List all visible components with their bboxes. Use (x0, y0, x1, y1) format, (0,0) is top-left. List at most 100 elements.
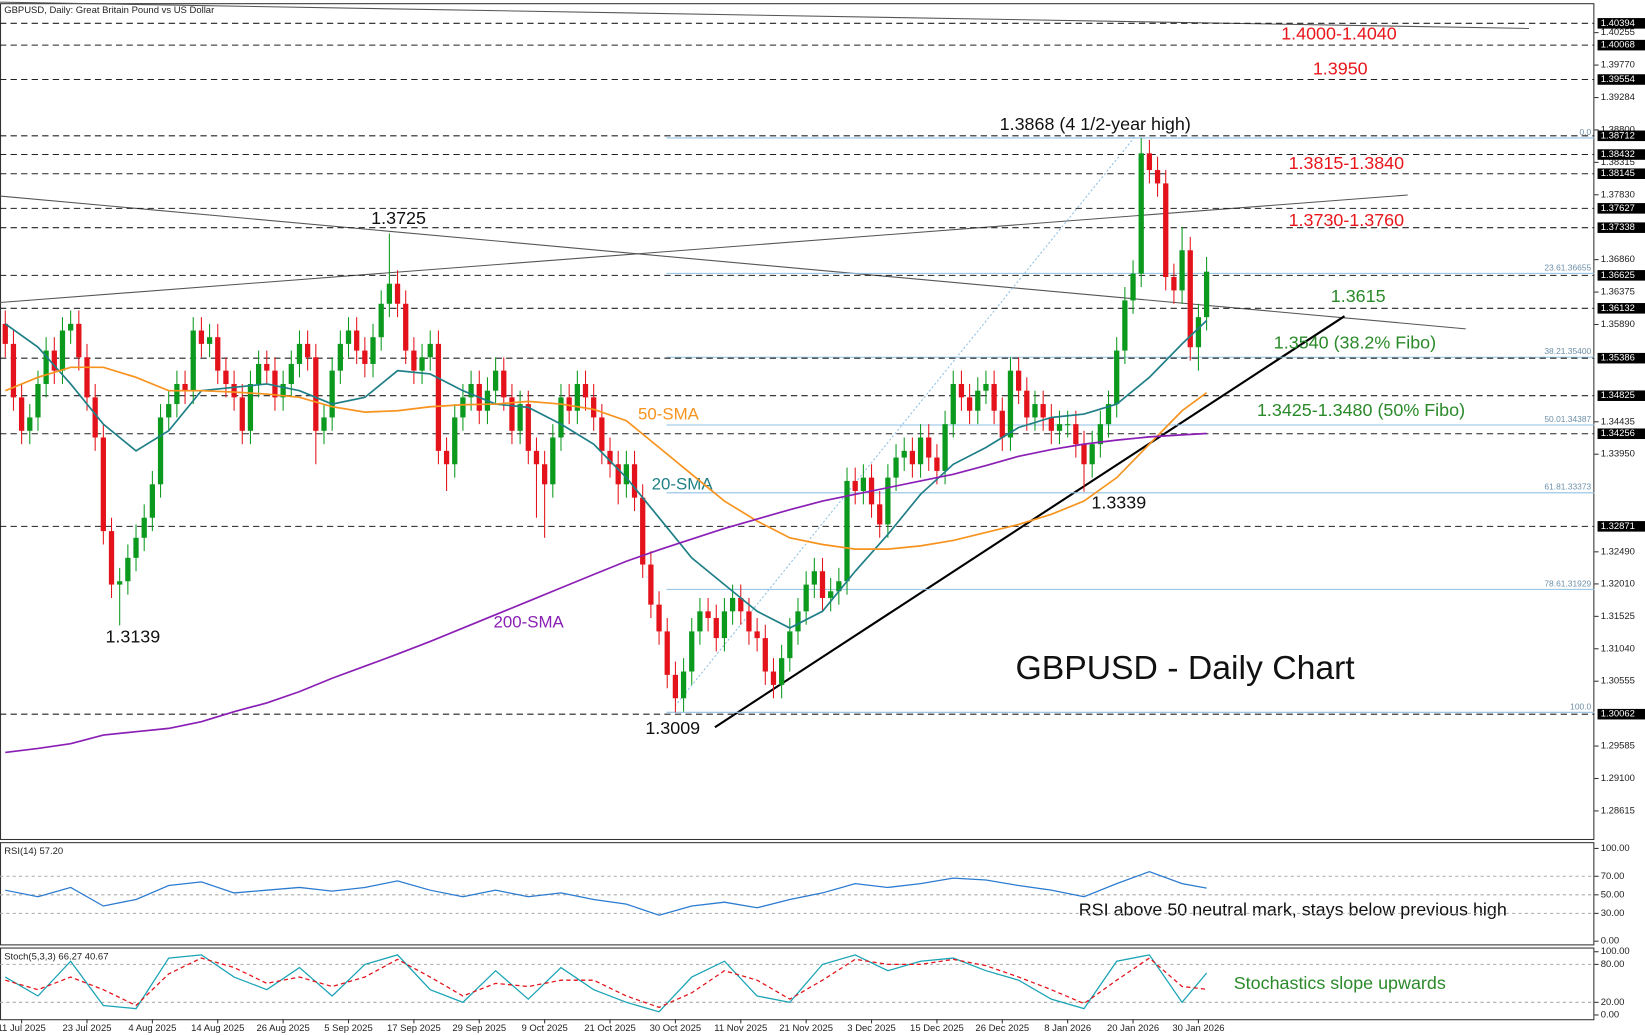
x-tick-label: 21 Oct 2025 (584, 1023, 636, 1034)
y-tick-label: 1.28615 (1601, 805, 1635, 816)
candle-body (1032, 404, 1038, 418)
x-tick-label: 30 Oct 2025 (650, 1023, 702, 1034)
candle-body (893, 457, 899, 478)
x-tick-label: 21 Nov 2025 (779, 1023, 833, 1034)
candle-body (76, 323, 82, 358)
stoch-line (4, 954, 1208, 1013)
candle-body (18, 397, 25, 431)
rsi-line (5, 870, 1207, 916)
candle-body (288, 363, 294, 385)
sma-line (4, 366, 1208, 550)
candle-body (656, 604, 662, 632)
x-tick-label: 3 Dec 2025 (847, 1023, 895, 1034)
trendline (0, 194, 1408, 304)
candle-body (860, 477, 866, 491)
chart-header: GBPUSD, Daily: Great Britain Pound vs US… (4, 5, 214, 16)
y-tick-label: 1.37830 (1601, 189, 1635, 200)
candle-body (966, 397, 973, 411)
candle-body (983, 384, 989, 391)
candle-body (934, 457, 940, 471)
x-tick-label: 26 Aug 2025 (257, 1023, 310, 1034)
annotation: 1.3615 (1331, 286, 1386, 306)
candle-body (738, 597, 744, 612)
candle-body (166, 404, 172, 418)
candle-body (1114, 350, 1120, 405)
level-box (1597, 428, 1645, 440)
level-box (1597, 149, 1645, 160)
candle-body (787, 631, 793, 659)
fibo-label: 78.61.31929 (1544, 578, 1591, 588)
fibo-label: 23.61.36655 (1544, 262, 1591, 272)
stoch-header: Stoch(5,3,3) 66.27 40.67 (4, 952, 108, 963)
candle-body (844, 480, 850, 582)
candle-body (1097, 424, 1103, 445)
candle-body (223, 370, 229, 385)
candle-body (427, 343, 433, 358)
candle-body (378, 303, 384, 338)
candle-body (558, 397, 564, 438)
candle-body (141, 517, 147, 538)
candle-body (1179, 250, 1185, 291)
candle-body (59, 330, 66, 371)
candle-body (917, 437, 924, 465)
y-tick-label: 1.36860 (1601, 254, 1635, 265)
candle-body (999, 410, 1005, 438)
candle-body (1122, 300, 1128, 351)
candle-body (640, 497, 646, 565)
candle-body (460, 397, 466, 418)
candle-body (591, 397, 597, 418)
fibo-label: 61.81.33373 (1544, 482, 1591, 492)
candle-body (958, 384, 965, 398)
annotation: 1.3725 (371, 208, 426, 228)
level-label: 1.34825 (1601, 390, 1635, 401)
candle-body (1171, 277, 1177, 291)
y-tick-label: 100.00 (1601, 843, 1630, 854)
candle-body (607, 450, 613, 465)
level-label: 1.38712 (1601, 130, 1635, 141)
annotation: 1.3730-1.3760 (1289, 210, 1405, 230)
annotation: 1.3425-1.3480 (50% Fibo) (1257, 400, 1465, 420)
x-tick-label: 17 Sep 2025 (387, 1023, 441, 1034)
x-tick-label: 26 Dec 2025 (975, 1023, 1029, 1034)
candle-body (84, 357, 90, 398)
candle-body (108, 531, 115, 585)
candle-body (542, 464, 548, 485)
candle-body (762, 638, 768, 672)
candle-body (321, 417, 327, 431)
candle-body (149, 484, 156, 518)
x-tick-label: 8 Jan 2026 (1044, 1023, 1091, 1034)
candle-body (1048, 417, 1054, 431)
candle-body (1195, 317, 1202, 348)
candle-body (615, 464, 621, 485)
y-tick-label: 1.30555 (1601, 676, 1635, 687)
level-label: 1.39554 (1601, 74, 1635, 85)
candle-body (215, 337, 221, 371)
candle-body (713, 618, 719, 639)
candle-body (354, 330, 360, 351)
annotation: 1.4000-1.4040 (1281, 24, 1397, 44)
candle-body (468, 384, 474, 398)
candle-body (582, 384, 589, 398)
stoch-note: Stochastics slope upwards (1234, 973, 1446, 993)
sma-line (5, 432, 1207, 754)
level-box (1597, 390, 1645, 401)
y-tick-label: 80.00 (1601, 959, 1625, 970)
annotation: 1.3139 (105, 626, 160, 646)
candle-body (394, 283, 401, 304)
candle-body (190, 330, 196, 391)
candle-body (836, 581, 842, 592)
candle-body (852, 480, 858, 491)
candle-body (1056, 424, 1063, 431)
y-tick-label: 1.40255 (1601, 27, 1635, 38)
y-tick-label: 1.32010 (1601, 578, 1635, 589)
candle-body (1065, 424, 1071, 426)
candle-body (803, 584, 809, 612)
candle-body (386, 283, 393, 304)
candle-body (231, 384, 237, 398)
candle-body (100, 437, 106, 532)
annotation: 1.3815-1.3840 (1289, 153, 1405, 173)
candle-body (1146, 153, 1153, 171)
candle-body (631, 464, 638, 498)
candle-body (566, 397, 572, 411)
